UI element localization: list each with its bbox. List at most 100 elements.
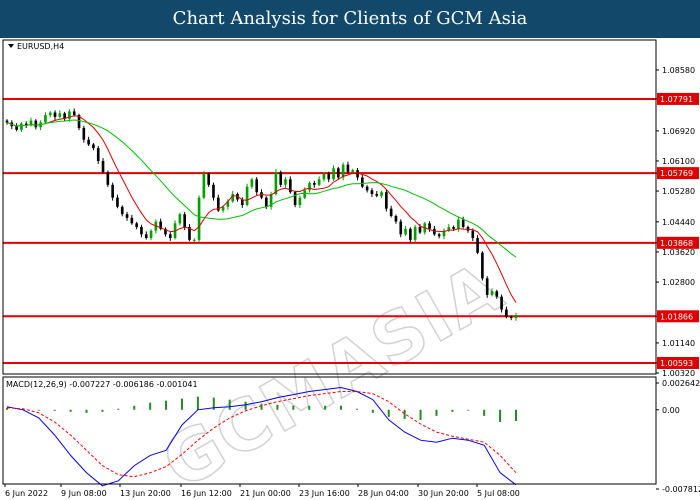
macd-label: MACD(12,26,9) -0.007227 -0.006186 -0.001… bbox=[6, 380, 198, 389]
x-axis-tick-label: 16 Jun 12:00 bbox=[181, 489, 232, 498]
macd-histogram-bar bbox=[37, 409, 40, 411]
candle-body bbox=[293, 192, 297, 205]
macd-histogram-bar bbox=[419, 409, 422, 420]
price-y-tick-label: 1.08580 bbox=[662, 66, 695, 75]
candle-body bbox=[29, 120, 33, 126]
x-axis-tick-label: 5 Jul 08:00 bbox=[477, 489, 520, 498]
candle-body bbox=[476, 238, 479, 253]
candle-body bbox=[216, 197, 220, 211]
candle-body bbox=[236, 193, 239, 200]
candle-body bbox=[255, 179, 259, 193]
macd-histogram-bar bbox=[387, 409, 390, 417]
macd-histogram-bar bbox=[403, 409, 406, 419]
macd-histogram-bar bbox=[292, 405, 295, 410]
candle-body bbox=[284, 179, 287, 185]
price-pane-frame bbox=[2, 39, 657, 375]
candle-body bbox=[44, 115, 47, 123]
candle-body bbox=[409, 228, 412, 240]
candle-body bbox=[135, 223, 138, 228]
candle-body bbox=[298, 197, 302, 205]
candle-body bbox=[317, 179, 321, 185]
macd-y-tick-label: -0.007812 bbox=[662, 485, 700, 494]
macd-histogram-bar bbox=[101, 409, 104, 412]
candle-body bbox=[303, 190, 307, 198]
macd-y-tick-label: 0.00 bbox=[662, 406, 680, 415]
level-value-label: 1.00593 bbox=[660, 359, 693, 368]
price-y-tick-label: 1.01140 bbox=[662, 339, 695, 348]
macd-histogram-bar bbox=[515, 409, 517, 421]
symbol-timeframe-label: EURUSD,H4 bbox=[17, 42, 64, 51]
candle-body bbox=[380, 192, 383, 196]
macd-histogram-bar bbox=[435, 409, 438, 416]
price-y-tick-label: 1.02800 bbox=[662, 278, 695, 287]
price-y-tick-label: 1.00320 bbox=[662, 369, 695, 378]
level-value-box bbox=[657, 356, 699, 369]
candle-body bbox=[322, 173, 326, 180]
candle-body bbox=[111, 184, 114, 198]
candle-body bbox=[274, 171, 278, 194]
macd-histogram-bar bbox=[324, 405, 327, 410]
candle-body bbox=[385, 192, 388, 209]
ma-slow-line bbox=[6, 119, 517, 258]
candle-body bbox=[178, 214, 182, 224]
candle-body bbox=[452, 227, 455, 229]
candle-body bbox=[461, 219, 465, 228]
macd-histogram-bar bbox=[483, 409, 486, 416]
candle-body bbox=[212, 184, 215, 198]
candle-body bbox=[495, 291, 499, 297]
level-value-label: 1.03868 bbox=[660, 239, 693, 248]
candle-body bbox=[361, 177, 364, 187]
candle-body bbox=[77, 115, 81, 128]
candle-body bbox=[231, 193, 235, 202]
candle-body bbox=[413, 227, 417, 240]
macd-histogram-bar bbox=[85, 409, 88, 413]
candle-body bbox=[221, 206, 225, 211]
candle-body bbox=[337, 168, 340, 178]
candle-body bbox=[308, 182, 311, 191]
level-value-label: 1.05769 bbox=[660, 169, 693, 178]
macd-histogram-bar bbox=[340, 405, 343, 410]
level-value-label: 1.07791 bbox=[660, 95, 693, 104]
candle-body bbox=[240, 199, 244, 205]
candle-body bbox=[500, 296, 503, 310]
candle-body bbox=[125, 214, 129, 218]
macd-pane-frame bbox=[2, 376, 657, 485]
candle-body bbox=[72, 111, 76, 116]
price-y-tick-label: 1.05280 bbox=[662, 187, 695, 196]
price-y-tick-label: 1.03620 bbox=[662, 248, 695, 257]
candle-body bbox=[457, 219, 460, 229]
macd-histogram-bar bbox=[165, 400, 168, 410]
level-value-label: 1.01866 bbox=[660, 312, 693, 321]
candle-body bbox=[509, 316, 513, 318]
candle-body bbox=[183, 214, 186, 228]
candle-body bbox=[34, 120, 38, 128]
macd-histogram-bar bbox=[308, 405, 311, 410]
chart-background bbox=[0, 38, 700, 500]
candle-body bbox=[164, 228, 167, 235]
macd-histogram-bar bbox=[276, 404, 279, 410]
macd-histogram-bar bbox=[133, 405, 136, 410]
candle-body bbox=[442, 230, 446, 237]
macd-histogram-bar bbox=[53, 409, 56, 411]
candle-body bbox=[168, 234, 172, 239]
macd-histogram-bar bbox=[244, 401, 247, 410]
candle-body bbox=[197, 197, 201, 240]
candle-body bbox=[250, 179, 254, 187]
candle-body bbox=[332, 168, 335, 180]
symbol-dropdown-icon bbox=[8, 44, 14, 48]
candle-body bbox=[346, 164, 350, 172]
macd-histogram-bar bbox=[180, 398, 183, 410]
macd-y-tick-label: 0.002642 bbox=[662, 379, 700, 388]
price-y-tick-label: 1.04440 bbox=[662, 218, 695, 227]
candle-body bbox=[87, 139, 90, 145]
candle-body bbox=[356, 170, 359, 178]
candle-body bbox=[202, 173, 206, 198]
x-axis-tick-label: 13 Jun 20:00 bbox=[120, 489, 171, 498]
candle-body bbox=[490, 291, 494, 295]
macd-histogram-bar bbox=[6, 407, 8, 410]
candle-body bbox=[192, 239, 196, 241]
candle-body bbox=[106, 171, 110, 185]
candle-body bbox=[288, 179, 292, 193]
candle-body bbox=[188, 227, 191, 240]
